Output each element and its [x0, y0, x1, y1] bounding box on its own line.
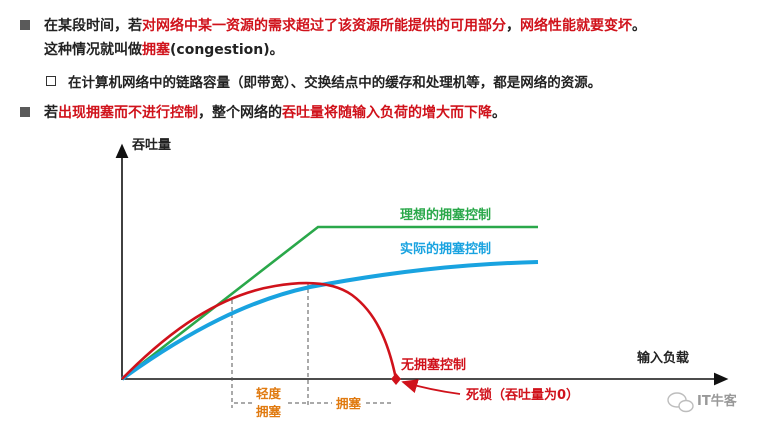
watermark-text: IT牛客	[697, 393, 738, 409]
y-axis-label: 吞吐量	[132, 137, 171, 153]
no-control-label: 无拥塞控制	[400, 357, 466, 373]
wechat-icon	[667, 392, 694, 413]
bullet-icon	[20, 20, 30, 30]
ideal-control-label: 理想的拥塞控制	[400, 207, 491, 223]
deadlock-label: 死锁（吞吐量为0）	[466, 387, 579, 403]
sub-bullet-checkbox-icon	[46, 76, 56, 86]
bullet-1-line-1: 在某段时间，若对网络中某一资源的需求超过了该资源所能提供的可用部分，网络性能就要…	[44, 18, 646, 34]
actual-control-label: 实际的拥塞控制	[400, 241, 491, 257]
ideal-control-curve	[121, 225, 538, 381]
congestion-label: 拥塞	[336, 396, 362, 411]
light-congestion-label-1: 轻度	[256, 386, 282, 401]
deadlock-point-icon	[391, 373, 401, 385]
x-axis-label: 输入负载	[637, 350, 689, 366]
deadlock-arrow	[401, 379, 461, 395]
no-control-curve	[121, 281, 398, 380]
light-congestion-label-2: 拥塞	[256, 404, 282, 419]
sub-bullet-text: 在计算机网络中的链路容量（即带宽）、交换结点中的缓存和处理机等，都是网络的资源。	[68, 75, 602, 91]
bullet-2-text: 若出现拥塞而不进行控制，整个网络的吞吐量将随输入负荷的增大而下降。	[44, 105, 506, 121]
actual-control-curve	[120, 260, 539, 381]
bullet-icon	[20, 107, 30, 117]
bullet-1-line-2: 这种情况就叫做拥塞(congestion)。	[44, 42, 284, 58]
